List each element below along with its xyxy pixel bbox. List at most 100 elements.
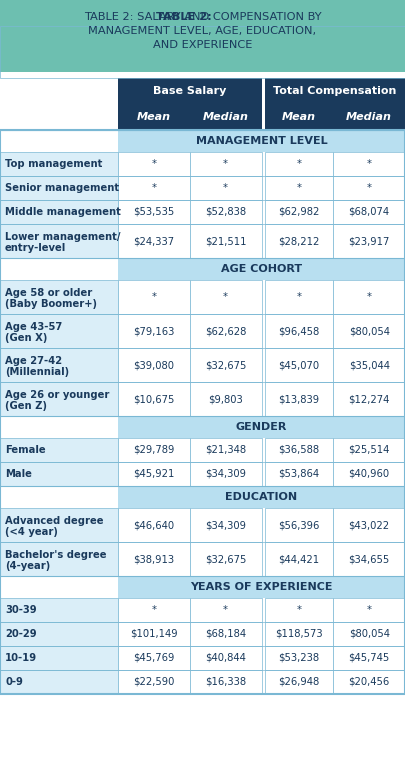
Bar — [190, 542, 262, 576]
Bar — [190, 104, 262, 130]
Text: *: * — [367, 183, 372, 193]
Text: Female: Female — [5, 445, 46, 455]
Text: MANAGEMENT LEVEL: MANAGEMENT LEVEL — [196, 136, 327, 146]
Bar — [190, 314, 262, 348]
Bar — [118, 176, 190, 200]
Text: *: * — [223, 292, 228, 302]
Bar — [0, 462, 118, 486]
Bar — [333, 438, 405, 462]
Bar — [190, 348, 262, 382]
Bar — [264, 348, 333, 382]
Text: GENDER: GENDER — [236, 422, 287, 432]
Bar — [264, 314, 333, 348]
Bar — [264, 224, 333, 258]
Bar — [333, 152, 405, 176]
Bar — [0, 438, 118, 462]
Bar — [0, 348, 118, 382]
Text: $34,309: $34,309 — [205, 520, 246, 530]
Text: *: * — [223, 159, 228, 169]
Bar — [190, 152, 262, 176]
Bar — [333, 382, 405, 416]
Text: $53,864: $53,864 — [278, 469, 320, 479]
Text: *: * — [296, 159, 301, 169]
Text: $79,163: $79,163 — [133, 326, 175, 336]
Text: Total Compensation: Total Compensation — [273, 86, 396, 96]
Text: $101,149: $101,149 — [130, 629, 178, 639]
Bar — [118, 670, 190, 694]
Bar — [118, 542, 190, 576]
Text: Median: Median — [202, 112, 249, 122]
Text: 0-9: 0-9 — [5, 677, 23, 687]
Bar — [333, 176, 405, 200]
Text: Top management: Top management — [5, 159, 102, 169]
Text: $32,675: $32,675 — [205, 554, 246, 564]
Bar — [0, 670, 118, 694]
Text: $29,789: $29,789 — [133, 445, 175, 455]
Text: $34,309: $34,309 — [205, 469, 246, 479]
Bar — [0, 104, 118, 130]
Bar — [0, 152, 118, 176]
Bar — [264, 382, 333, 416]
Bar — [333, 622, 405, 646]
Text: *: * — [151, 605, 156, 615]
Bar — [118, 598, 190, 622]
Bar — [264, 78, 405, 104]
Text: $45,921: $45,921 — [133, 469, 175, 479]
Bar — [118, 646, 190, 670]
Bar — [118, 78, 262, 104]
Bar — [264, 508, 333, 542]
Text: *: * — [296, 292, 301, 302]
Bar — [190, 598, 262, 622]
Bar — [0, 622, 118, 646]
Bar — [264, 542, 333, 576]
Bar — [333, 280, 405, 314]
Bar — [0, 382, 118, 416]
Text: $20,456: $20,456 — [348, 677, 390, 687]
Bar — [0, 26, 405, 78]
Text: Male: Male — [5, 469, 32, 479]
Bar — [190, 200, 262, 224]
Bar — [190, 382, 262, 416]
Bar — [118, 576, 405, 598]
Text: EDUCATION: EDUCATION — [226, 492, 298, 502]
Bar — [0, 598, 118, 622]
Text: $10,675: $10,675 — [133, 394, 175, 404]
Text: 20-29: 20-29 — [5, 629, 36, 639]
Bar — [190, 176, 262, 200]
Text: $38,913: $38,913 — [133, 554, 175, 564]
Text: *: * — [296, 183, 301, 193]
Bar — [264, 104, 333, 130]
Bar — [333, 314, 405, 348]
Bar — [0, 646, 118, 670]
Bar — [118, 258, 405, 280]
Text: Lower management/: Lower management/ — [5, 232, 121, 242]
Text: $21,348: $21,348 — [205, 445, 246, 455]
Text: *: * — [151, 159, 156, 169]
Text: $118,573: $118,573 — [275, 629, 323, 639]
Bar — [0, 0, 405, 72]
Bar — [264, 622, 333, 646]
Text: $80,054: $80,054 — [349, 629, 390, 639]
Bar — [118, 130, 405, 152]
Bar — [0, 78, 118, 104]
Text: *: * — [367, 159, 372, 169]
Bar — [264, 646, 333, 670]
Text: *: * — [223, 183, 228, 193]
Bar — [264, 176, 333, 200]
Bar — [0, 224, 118, 258]
Text: $52,838: $52,838 — [205, 207, 246, 217]
Text: Mean: Mean — [282, 112, 316, 122]
Bar — [333, 508, 405, 542]
Bar — [333, 462, 405, 486]
Bar — [0, 258, 118, 280]
Text: YEARS OF EXPERIENCE: YEARS OF EXPERIENCE — [190, 582, 333, 592]
Text: $23,917: $23,917 — [348, 236, 390, 246]
Text: $40,844: $40,844 — [205, 653, 246, 663]
Text: Base Salary: Base Salary — [153, 86, 226, 96]
Text: $68,184: $68,184 — [205, 629, 246, 639]
Bar — [190, 646, 262, 670]
Text: $26,948: $26,948 — [278, 677, 320, 687]
Text: *: * — [367, 292, 372, 302]
Text: $12,274: $12,274 — [348, 394, 390, 404]
Bar — [264, 462, 333, 486]
